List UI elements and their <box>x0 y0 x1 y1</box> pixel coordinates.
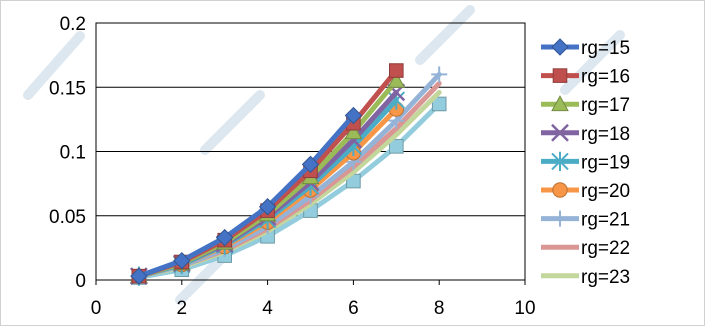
data-point <box>389 63 404 78</box>
x-tick-label: 8 <box>434 298 445 319</box>
x-tick-label: 4 <box>262 298 273 319</box>
legend-label: rg=20 <box>581 181 630 202</box>
y-tick-label: 0 <box>75 271 86 292</box>
legend-label: rg=22 <box>581 238 630 259</box>
legend-entry: rg=19 <box>541 151 630 173</box>
legend-label: rg=21 <box>581 210 630 231</box>
data-point <box>431 66 448 83</box>
legend-entry: rg=17 <box>541 95 630 116</box>
y-tick-label: 0.15 <box>49 78 86 99</box>
data-point <box>301 155 320 174</box>
watermark-stroke <box>200 90 265 155</box>
watermark-stroke <box>23 31 85 100</box>
data-point <box>258 198 277 216</box>
legend-entry: rg=15 <box>541 38 630 59</box>
background-watermark <box>23 5 625 305</box>
data-point <box>389 139 404 154</box>
x-tick-label: 6 <box>348 298 359 319</box>
legend-label: rg=23 <box>581 267 630 288</box>
x-tick-label: 10 <box>514 298 535 319</box>
data-point <box>431 96 447 112</box>
legend-label: rg=18 <box>581 124 630 145</box>
watermark-stroke <box>415 5 475 65</box>
legend-entry: rg=22 <box>541 238 630 259</box>
legend-entry: rg=21 <box>541 210 630 231</box>
legend-entry: rg=18 <box>541 124 630 145</box>
data-point <box>173 252 191 270</box>
data-point <box>552 68 568 83</box>
x-tick-label: 0 <box>91 298 102 319</box>
data-point <box>551 38 569 56</box>
data-point <box>551 151 569 171</box>
legend-label: rg=17 <box>581 95 630 116</box>
y-tick-label: 0.05 <box>49 207 86 228</box>
x-axis-tick-labels: 0 2 4 6 8 10 <box>91 298 536 319</box>
y-axis-tick-labels: 0 0.05 0.1 0.15 0.2 <box>49 14 86 292</box>
x-tick-label: 2 <box>177 298 188 319</box>
legend-label: rg=15 <box>581 38 630 59</box>
series-line <box>136 113 356 279</box>
legend-entry: rg=16 <box>541 67 630 88</box>
watermark-stroke <box>560 30 625 95</box>
data-point <box>551 123 569 142</box>
plot-area-border <box>95 22 526 281</box>
legend: rg=15 rg=16 rg=17 rg=18 rg=19 rg=20 rg=21 rg=22… <box>541 38 630 288</box>
data-point <box>551 95 569 112</box>
data-point <box>387 71 406 88</box>
data-point <box>552 182 568 198</box>
data-point <box>130 267 148 285</box>
y-tick-label: 0.2 <box>60 14 86 35</box>
data-point <box>552 210 568 227</box>
series-rg-15 <box>130 106 363 285</box>
series-group <box>130 63 448 286</box>
data-point <box>344 106 363 125</box>
legend-entry: rg=20 <box>541 181 630 202</box>
data-point <box>344 123 363 140</box>
legend-entry: rg=23 <box>541 267 630 288</box>
legend-label: rg=16 <box>581 67 630 88</box>
data-point <box>215 228 234 247</box>
legend-label: rg=19 <box>581 152 630 173</box>
y-tick-label: 0.1 <box>60 143 86 164</box>
